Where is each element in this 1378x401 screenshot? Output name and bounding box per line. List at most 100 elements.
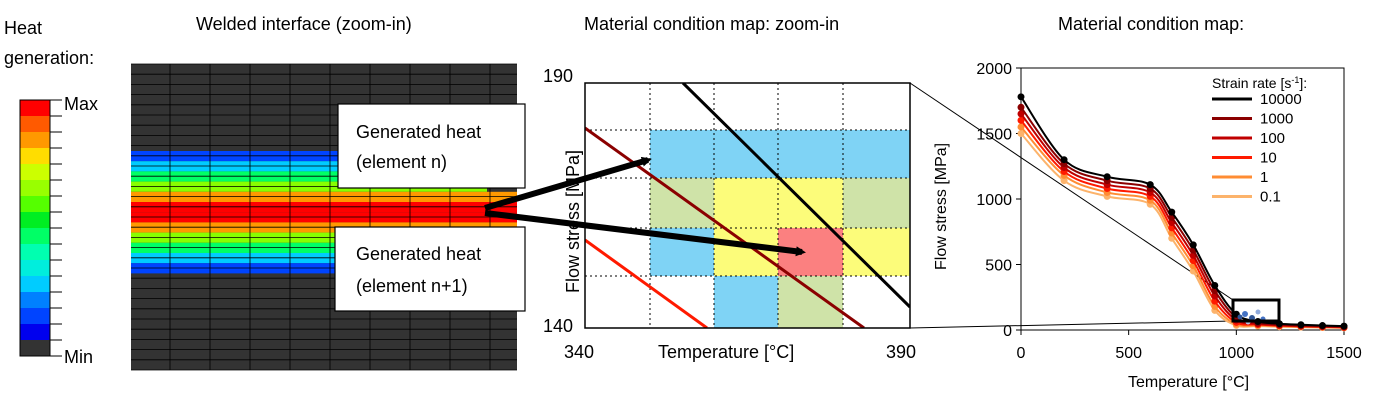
legend-frame [19, 99, 51, 357]
legend-color-swatch [20, 244, 50, 260]
overview-chart: 0 500 1000 1500 2000 0 500 1000 1500 Temperatur… [933, 61, 1362, 391]
x-tick-label: 1500 [1326, 345, 1362, 362]
callout-a-line1: Generated heat [356, 122, 481, 142]
series-line [1020, 132, 1345, 329]
panel3-title: Material condition map: [1058, 14, 1244, 34]
callout-b-line2: (element n+1) [356, 276, 468, 296]
legend-color-swatch [20, 148, 50, 164]
condition-cell [714, 228, 778, 276]
x-tick-label: 1000 [1219, 345, 1255, 362]
condition-cell [650, 130, 714, 178]
legend-color-swatch [20, 100, 50, 116]
zoom-x-label: Temperature [°C] [658, 342, 794, 362]
x-tick-label: 0 [1017, 345, 1026, 362]
y-tick-label: 2000 [976, 61, 1012, 78]
zoom-x-min: 340 [564, 342, 594, 362]
series-point [1017, 130, 1025, 137]
series-line [1020, 96, 1345, 328]
series-point [1017, 123, 1025, 131]
callout-box [337, 103, 526, 189]
connector-line-top [909, 82, 1234, 301]
legend-label: 1 [1260, 169, 1268, 186]
legend-label: 1000 [1260, 111, 1293, 128]
series-point [1017, 103, 1025, 111]
legend-color-swatch [20, 164, 50, 180]
zoom-frame [584, 82, 911, 329]
connector-line-bottom [909, 320, 1234, 329]
panel2-title: Material condition map: zoom-in [584, 14, 839, 34]
scatter-point [1255, 309, 1261, 315]
legend-label: 0.1 [1260, 189, 1281, 206]
scatter-point [1237, 314, 1243, 320]
legend-color-swatch [20, 340, 50, 356]
legend-title-line2: generation: [4, 48, 94, 68]
legend-color-swatch [20, 292, 50, 308]
series-line [1020, 113, 1345, 328]
condition-cell [843, 178, 910, 228]
legend-title-line1: Heat [4, 18, 42, 38]
series-line [1020, 119, 1345, 329]
panel1-title: Welded interface (zoom-in) [196, 14, 412, 34]
condition-cell [650, 178, 714, 228]
legend-label: 10 [1260, 150, 1277, 167]
arrow-to-element-n [484, 156, 652, 211]
overview-legend-title: Strain rate [s-1]: [1212, 75, 1307, 91]
arrow-to-element-n-plus-1 [484, 210, 806, 257]
x-tick-label: 500 [1115, 345, 1142, 362]
y-tick-label: 1500 [976, 127, 1012, 144]
legend-max-label: Max [64, 94, 98, 114]
legend-color-swatch [20, 212, 50, 228]
heat-color-scale [19, 99, 62, 357]
series-point [1060, 177, 1068, 185]
heat-legend: Heat generation: Max Min [4, 18, 98, 367]
callout-b-line1: Generated heat [356, 244, 481, 264]
y-tick-label: 500 [985, 258, 1012, 275]
y-tick-label: 1000 [976, 192, 1012, 209]
legend-color-swatch [20, 196, 50, 212]
series-point [1189, 241, 1197, 249]
legend-color-swatch [20, 180, 50, 196]
series-line [1020, 106, 1345, 328]
condition-cell [778, 276, 843, 328]
series-point [1168, 208, 1176, 216]
legend-min-label: Min [64, 347, 93, 367]
callout-a-line2: (element n) [356, 152, 447, 172]
zoom-curve-1000 [585, 126, 865, 328]
y-tick-label: 0 [1003, 323, 1012, 340]
legend-color-swatch [20, 308, 50, 324]
legend-color-swatch [20, 324, 50, 340]
callout-box [334, 226, 526, 312]
legend-color-swatch [20, 228, 50, 244]
zoom-region-box [1231, 298, 1281, 323]
callout-element-n-plus-1: Generated heat (element n+1) [334, 226, 526, 312]
legend-label: 100 [1260, 130, 1285, 147]
condition-cell [843, 130, 910, 178]
series-point [1017, 93, 1025, 101]
zoom-curves [585, 83, 910, 328]
series-point [1017, 116, 1025, 124]
series-point [1017, 110, 1025, 118]
zoom-y-min: 140 [543, 316, 573, 336]
legend-label: 10000 [1260, 91, 1302, 108]
legend-color-swatch [20, 276, 50, 292]
series-point [1060, 156, 1068, 164]
condition-cell [714, 276, 778, 328]
zoom-map: 190 140 340 390 Temperature [°C] Flow st… [543, 66, 916, 362]
condition-cell [714, 130, 778, 178]
overview-legend: 10000 1000 100 10 1 0.1 [1212, 91, 1302, 206]
series-point [1297, 321, 1305, 329]
condition-cell [778, 130, 843, 178]
series-point [1146, 181, 1154, 189]
zoom-y-max: 190 [543, 66, 573, 86]
series-point [1211, 281, 1219, 289]
condition-cell [714, 178, 778, 228]
series-point [1340, 322, 1348, 330]
overview-x-label: Temperature [°C] [1128, 374, 1249, 391]
zoom-x-max: 390 [886, 342, 916, 362]
series-point [1318, 322, 1326, 330]
callout-element-n: Generated heat (element n) [337, 103, 526, 189]
overview-y-label: Flow stress [MPa] [933, 143, 950, 270]
legend-color-swatch [20, 260, 50, 276]
legend-color-swatch [20, 132, 50, 148]
